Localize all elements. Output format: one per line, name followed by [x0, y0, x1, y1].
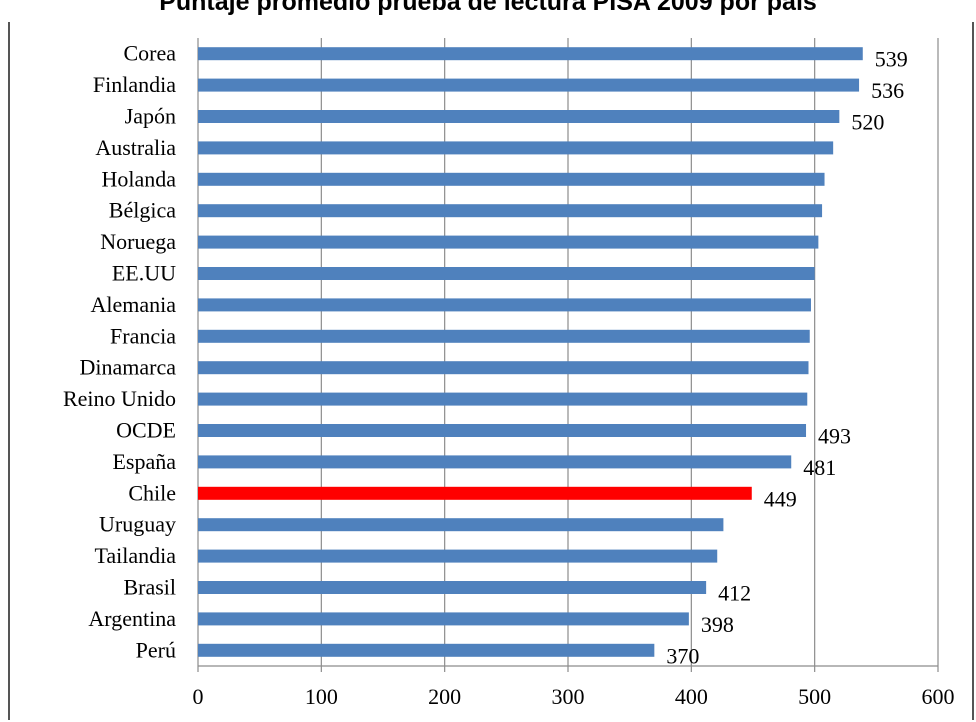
category-label: Perú — [136, 637, 176, 662]
category-labels: Corea Finlandia Japón Australia Holanda Bélgi… — [63, 41, 176, 663]
bar — [198, 424, 807, 437]
category-label: Uruguay — [99, 512, 176, 537]
bar — [198, 78, 860, 92]
category-label: Argentina — [88, 606, 176, 631]
bar — [198, 392, 808, 406]
category-label: Chile — [128, 480, 176, 505]
bar — [198, 486, 752, 500]
x-tick-label: 600 — [922, 684, 955, 709]
x-axis-ticks: 0 100 200 300 400 500 600 — [193, 684, 955, 709]
x-tick-label: 200 — [428, 684, 461, 709]
bar — [198, 643, 655, 657]
data-label: 539 — [875, 47, 908, 72]
bar — [198, 172, 825, 186]
x-tick-label: 500 — [798, 684, 831, 709]
category-label: OCDE — [116, 418, 176, 443]
bars — [198, 47, 863, 657]
category-label: Finlandia — [93, 72, 176, 97]
category-label: Japón — [125, 104, 176, 129]
bar — [198, 110, 840, 123]
chart-frame — [8, 22, 974, 720]
bar — [198, 204, 823, 218]
bar — [198, 455, 792, 469]
category-label: Holanda — [101, 166, 176, 191]
x-tick-label: 0 — [193, 684, 204, 709]
bar — [198, 549, 718, 563]
x-tick-label: 300 — [552, 684, 585, 709]
data-label: 481 — [803, 455, 836, 480]
category-label: Reino Unido — [63, 386, 176, 411]
category-label: Noruega — [100, 229, 176, 254]
bar — [198, 329, 810, 343]
data-label: 449 — [764, 486, 797, 511]
category-label: Corea — [123, 41, 176, 66]
data-label: 536 — [871, 78, 904, 103]
data-label: 370 — [666, 643, 699, 668]
bar — [198, 361, 809, 375]
bar — [198, 581, 707, 594]
data-label: 493 — [818, 424, 851, 449]
bar — [198, 298, 811, 312]
category-label: Bélgica — [109, 198, 176, 223]
bar — [198, 47, 863, 61]
category-label: Australia — [95, 135, 176, 160]
category-label: Dinamarca — [80, 355, 177, 380]
data-label: 520 — [851, 110, 884, 135]
bar — [198, 235, 819, 249]
bar — [198, 141, 834, 155]
x-tick-label: 400 — [675, 684, 708, 709]
category-label: Tailandia — [94, 543, 176, 568]
bar — [198, 612, 689, 626]
category-label: España — [112, 449, 176, 474]
chart-title: Puntaje promedio prueba de lectura PISA … — [159, 0, 817, 16]
category-label: Francia — [110, 323, 176, 348]
bar — [198, 267, 815, 280]
bar — [198, 518, 724, 532]
x-tick-label: 100 — [305, 684, 338, 709]
category-label: Brasil — [123, 575, 176, 600]
data-label: 412 — [718, 581, 751, 606]
data-label: 398 — [701, 612, 734, 637]
grid-lines — [197, 38, 939, 672]
category-label: EE.UU — [112, 261, 176, 286]
category-label: Alemania — [90, 292, 176, 317]
